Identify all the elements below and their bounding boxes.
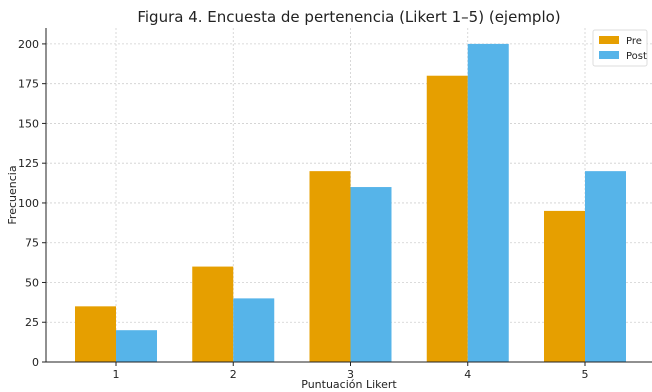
y-tick-label: 150 [18, 117, 39, 130]
chart-title: Figura 4. Encuesta de pertenencia (Liker… [137, 8, 560, 26]
legend-label-post: Post [626, 51, 647, 62]
legend-swatch-pre [599, 36, 619, 44]
y-tick-label: 25 [25, 316, 39, 329]
bar-post-5 [585, 171, 626, 362]
bar-pre-5 [544, 210, 585, 362]
legend-swatch-post [599, 51, 619, 59]
bar-pre-1 [75, 306, 116, 362]
legend: Pre Post [592, 29, 648, 67]
x-ticks: 1 2 3 4 5 [113, 362, 589, 381]
y-tick-label: 200 [18, 38, 39, 51]
bars [75, 43, 626, 363]
x-tick-label: 2 [230, 368, 237, 381]
y-tick-label: 125 [18, 157, 39, 170]
bar-pre-2 [192, 266, 234, 362]
bar-post-3 [350, 187, 392, 362]
x-tick-label: 4 [464, 368, 471, 381]
y-tick-label: 100 [18, 197, 39, 210]
y-tick-label: 75 [25, 237, 39, 250]
x-tick-label: 3 [347, 368, 354, 381]
bar-post-4 [467, 43, 509, 363]
y-ticks: 0 25 50 75 100 125 150 175 200 [18, 38, 46, 369]
y-tick-label: 50 [25, 276, 39, 289]
bar-pre-4 [426, 75, 468, 362]
bar-pre-3 [309, 171, 351, 362]
y-tick-label: 175 [18, 78, 39, 91]
legend-label-pre: Pre [626, 36, 642, 47]
bar-post-2 [233, 298, 275, 362]
x-axis-label: Puntuación Likert [301, 378, 397, 391]
y-tick-label: 0 [32, 356, 39, 369]
bar-post-1 [116, 330, 157, 362]
x-tick-label: 5 [582, 368, 589, 381]
x-tick-label: 1 [113, 368, 120, 381]
y-axis-label: Frecuencia [6, 165, 19, 224]
